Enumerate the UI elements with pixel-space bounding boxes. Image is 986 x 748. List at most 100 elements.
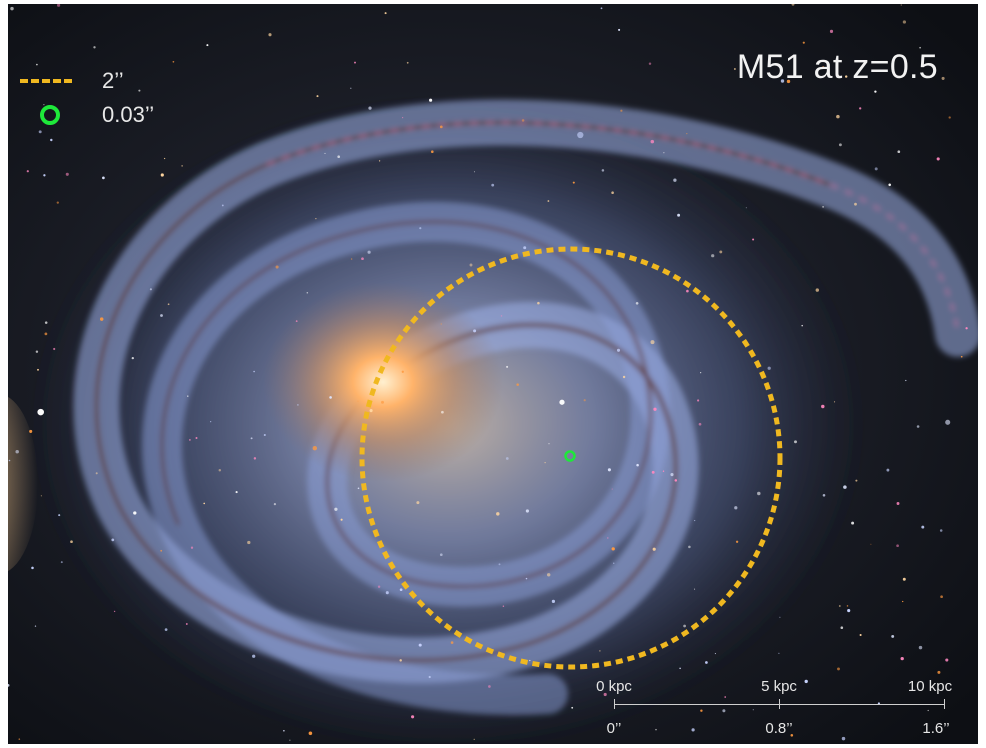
star <box>37 408 44 416</box>
star <box>50 138 53 142</box>
star <box>297 404 299 406</box>
star <box>874 90 877 93</box>
star <box>886 468 890 472</box>
star <box>368 106 372 110</box>
star <box>722 709 726 713</box>
star <box>431 150 434 153</box>
star <box>26 170 29 173</box>
star <box>601 169 605 172</box>
star <box>367 250 371 254</box>
star <box>724 696 727 698</box>
star <box>206 44 209 47</box>
star <box>516 383 519 386</box>
star <box>70 540 73 544</box>
star <box>164 628 168 631</box>
star <box>203 502 206 505</box>
star <box>829 29 834 33</box>
galaxy-core <box>263 282 503 482</box>
star <box>502 605 505 607</box>
star <box>440 323 442 325</box>
star <box>263 433 266 437</box>
star <box>15 449 19 454</box>
star <box>185 623 188 625</box>
star <box>936 157 940 161</box>
star <box>418 643 422 647</box>
star <box>711 254 715 258</box>
star <box>419 227 422 230</box>
star <box>786 79 791 84</box>
star <box>252 654 256 658</box>
star <box>620 109 623 112</box>
star <box>210 421 212 423</box>
star <box>838 605 841 607</box>
star <box>611 488 613 490</box>
star <box>450 641 454 644</box>
star <box>841 736 846 741</box>
star <box>329 396 332 399</box>
star <box>99 317 104 321</box>
star <box>960 355 963 358</box>
star <box>44 332 48 336</box>
star <box>65 172 69 176</box>
star <box>521 119 525 122</box>
star <box>700 372 702 374</box>
star <box>428 675 431 679</box>
dashed-line-icon <box>20 69 84 93</box>
star <box>439 125 443 129</box>
star <box>834 401 836 403</box>
star <box>406 61 409 64</box>
star <box>837 667 840 671</box>
star <box>902 577 906 581</box>
star <box>891 634 895 638</box>
galaxy-image <box>8 4 978 744</box>
star <box>324 152 326 154</box>
star <box>377 585 381 589</box>
star <box>537 301 540 305</box>
star <box>686 132 688 135</box>
star <box>160 173 164 177</box>
star <box>845 75 848 78</box>
star <box>275 265 279 269</box>
star <box>181 165 183 167</box>
star <box>544 462 546 464</box>
star <box>611 191 614 194</box>
star <box>670 473 674 477</box>
star <box>312 445 318 451</box>
star <box>548 443 550 445</box>
star <box>651 470 655 474</box>
star <box>691 728 695 732</box>
star <box>888 183 891 187</box>
star <box>268 33 272 37</box>
star <box>235 491 238 494</box>
star <box>686 289 689 293</box>
star <box>505 457 509 460</box>
star <box>921 525 925 529</box>
star <box>163 157 166 160</box>
star <box>937 670 941 674</box>
aperture-0.03arcsec-ring <box>564 450 576 462</box>
star <box>572 181 575 184</box>
star <box>600 7 603 10</box>
scale-label-arcsec-0: 0’’ <box>606 720 622 737</box>
star <box>697 399 700 402</box>
star <box>780 79 785 83</box>
star <box>905 379 907 382</box>
star <box>847 609 851 613</box>
star <box>190 546 194 549</box>
star <box>854 202 857 206</box>
star <box>525 577 528 580</box>
star <box>683 624 686 628</box>
star <box>160 549 163 552</box>
star <box>635 301 639 305</box>
star <box>149 288 152 291</box>
scale-label-kpc-5: 5 kpc <box>761 678 797 695</box>
star <box>790 734 794 737</box>
star <box>650 340 655 345</box>
scale-label-arcsec-1.6: 1.6’’ <box>922 720 950 737</box>
star <box>93 46 96 49</box>
star <box>900 656 904 661</box>
star <box>369 409 373 413</box>
star <box>900 4 902 6</box>
star <box>113 610 116 613</box>
star <box>378 160 381 162</box>
